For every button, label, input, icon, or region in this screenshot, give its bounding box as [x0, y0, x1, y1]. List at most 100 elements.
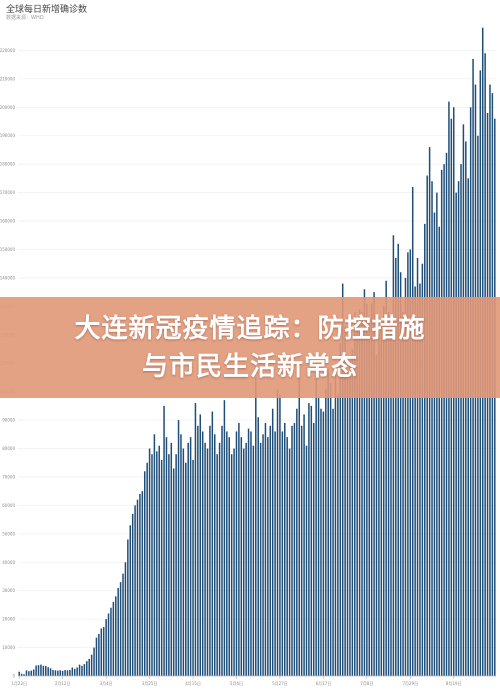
bar — [47, 667, 49, 676]
bar — [216, 454, 218, 676]
bar — [308, 403, 310, 676]
bar — [320, 408, 322, 676]
bar — [300, 425, 303, 676]
bar — [185, 462, 187, 676]
bar — [40, 664, 42, 676]
bar — [228, 437, 230, 676]
bar — [351, 349, 354, 676]
bar — [230, 454, 233, 676]
headline-line-1: 大连新冠疫情追踪：防控措施 — [74, 313, 426, 344]
bar — [438, 226, 441, 677]
bar — [361, 312, 363, 676]
bar — [312, 422, 315, 676]
bar — [54, 670, 57, 676]
bar — [387, 312, 390, 676]
bar — [119, 582, 122, 676]
bar — [45, 666, 47, 676]
bar — [267, 437, 269, 676]
bar — [146, 462, 148, 676]
bar — [235, 431, 238, 676]
bar — [177, 420, 180, 676]
bar — [175, 454, 177, 676]
x-tick-label: 3月4日 — [100, 681, 113, 686]
bar — [411, 186, 414, 677]
bar — [322, 411, 325, 676]
y-tick-label: 90000 — [2, 418, 15, 423]
y-tick-label: 190000 — [0, 133, 15, 138]
bar — [156, 451, 158, 676]
bar — [214, 434, 216, 676]
bar — [172, 468, 175, 676]
x-axis-ticks: 1月22日 2月12日 3月4日 3月25日 4月15日 5月6日 5月27日 6月17日 7月… — [11, 676, 462, 686]
bar — [378, 331, 380, 676]
bar — [457, 181, 460, 677]
bar — [151, 454, 153, 676]
x-tick-label: 7月29日 — [402, 681, 418, 686]
bar — [262, 434, 264, 676]
chart-title: 全球每日新增确诊数 — [6, 5, 88, 15]
bar — [180, 434, 182, 676]
bar — [88, 658, 90, 676]
bar — [100, 628, 103, 676]
bar — [131, 513, 134, 676]
y-tick-label: 50000 — [2, 531, 15, 536]
bar — [288, 448, 291, 676]
bar — [238, 422, 240, 676]
bar — [189, 437, 192, 676]
bar — [310, 405, 313, 676]
bar — [257, 417, 259, 676]
bar — [134, 505, 136, 676]
bar — [276, 388, 279, 676]
bar — [148, 448, 151, 676]
bar — [436, 192, 438, 677]
bar — [95, 637, 98, 676]
bar — [247, 428, 250, 676]
x-tick-label: 5月6日 — [230, 681, 243, 686]
bar — [107, 613, 110, 676]
bar — [284, 422, 286, 676]
x-tick-label: 8月19日 — [446, 681, 462, 686]
bar — [110, 607, 112, 676]
y-tick-label: 150000 — [0, 247, 15, 252]
bar — [344, 326, 346, 676]
bar — [407, 252, 409, 676]
bar — [168, 454, 170, 676]
x-tick-label: 5月27日 — [272, 681, 288, 686]
bar — [102, 627, 105, 676]
bar — [426, 175, 428, 677]
bar — [37, 665, 40, 676]
bar — [165, 437, 168, 676]
bar — [64, 670, 66, 676]
bar — [462, 124, 465, 677]
bar — [52, 670, 54, 676]
bar — [334, 374, 337, 676]
bar — [385, 280, 387, 676]
x-tick-label: 2月12日 — [55, 681, 71, 686]
bar — [199, 414, 202, 676]
bar — [35, 665, 37, 676]
bar — [233, 448, 235, 676]
bar — [303, 414, 305, 676]
bar — [57, 670, 59, 676]
bar — [86, 661, 88, 676]
x-tick-label: 4月15日 — [185, 681, 201, 686]
bar — [368, 317, 371, 676]
bar — [153, 434, 156, 676]
bar — [346, 371, 349, 676]
y-tick-label: 0 — [12, 674, 15, 679]
bar — [245, 442, 247, 676]
bar — [445, 152, 448, 677]
bar — [440, 169, 443, 677]
bar — [271, 408, 274, 676]
bar — [158, 445, 160, 676]
bar — [279, 394, 281, 676]
bar — [291, 425, 293, 676]
bar — [467, 178, 469, 676]
bar — [61, 670, 64, 676]
bar — [223, 400, 226, 676]
bar — [81, 665, 83, 676]
bar — [332, 408, 334, 676]
bar — [404, 277, 407, 676]
bar — [380, 323, 383, 676]
bar — [187, 442, 189, 676]
